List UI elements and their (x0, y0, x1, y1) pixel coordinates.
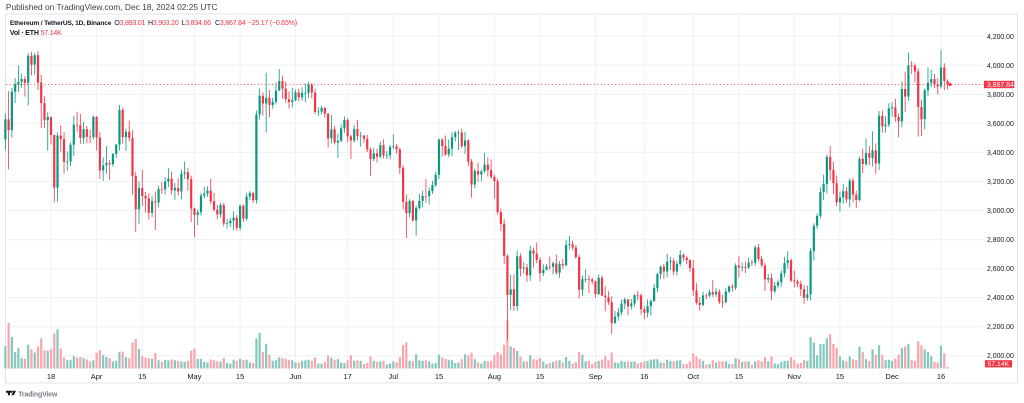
svg-text:−25.17 (−0.65%): −25.17 (−0.65%) (248, 20, 297, 27)
svg-text:L3,834.66: L3,834.66 (182, 20, 212, 27)
svg-text:15: 15 (836, 372, 844, 381)
svg-text:Oct: Oct (687, 372, 700, 381)
svg-text:Nov: Nov (788, 372, 802, 381)
svg-text:2,200.00: 2,200.00 (987, 324, 1014, 331)
svg-text:18: 18 (47, 372, 55, 381)
svg-text:Sep: Sep (589, 372, 602, 381)
svg-text:57.14K: 57.14K (988, 361, 1010, 368)
svg-text:4,000.00: 4,000.00 (987, 63, 1014, 70)
svg-text:4,200.00: 4,200.00 (987, 34, 1014, 41)
svg-text:2,600.00: 2,600.00 (987, 266, 1014, 273)
svg-text:Ethereum / TetherUS, 1D, Binan: Ethereum / TetherUS, 1D, Binance (10, 20, 112, 27)
svg-text:Vol · ETH: Vol · ETH (10, 30, 39, 37)
svg-text:3,867.84: 3,867.84 (987, 82, 1014, 89)
svg-text:16: 16 (640, 372, 648, 381)
svg-text:Jul: Jul (389, 372, 399, 381)
svg-text:57.14K: 57.14K (41, 30, 63, 37)
svg-text:2,800.00: 2,800.00 (987, 237, 1014, 244)
svg-text:Dec: Dec (885, 372, 899, 381)
svg-text:Published on TradingView.com,: Published on TradingView.com, Dec 18, 20… (6, 2, 218, 12)
svg-text:O3,893.01: O3,893.01 (114, 20, 145, 27)
svg-text:3,400.00: 3,400.00 (987, 150, 1014, 157)
svg-text:16: 16 (937, 372, 945, 381)
svg-text:15: 15 (735, 372, 743, 381)
svg-text:TradingView: TradingView (18, 391, 58, 398)
svg-text:C3,867.84: C3,867.84 (215, 20, 246, 27)
svg-text:May: May (187, 372, 201, 381)
svg-text:Jun: Jun (289, 372, 301, 381)
svg-text:2,000.00: 2,000.00 (987, 353, 1014, 360)
svg-text:17: 17 (344, 372, 352, 381)
svg-text:H3,903.20: H3,903.20 (148, 20, 179, 27)
svg-text:15: 15 (536, 372, 544, 381)
svg-text:15: 15 (138, 372, 146, 381)
svg-text:2,400.00: 2,400.00 (987, 295, 1014, 302)
svg-text:3,800.00: 3,800.00 (987, 92, 1014, 99)
svg-text:3,000.00: 3,000.00 (987, 208, 1014, 215)
svg-text:Apr: Apr (91, 372, 103, 381)
svg-text:15: 15 (236, 372, 244, 381)
svg-text:3,200.00: 3,200.00 (987, 179, 1014, 186)
svg-text:15: 15 (435, 372, 443, 381)
svg-text:3,600.00: 3,600.00 (987, 121, 1014, 128)
svg-text:Aug: Aug (488, 372, 501, 381)
